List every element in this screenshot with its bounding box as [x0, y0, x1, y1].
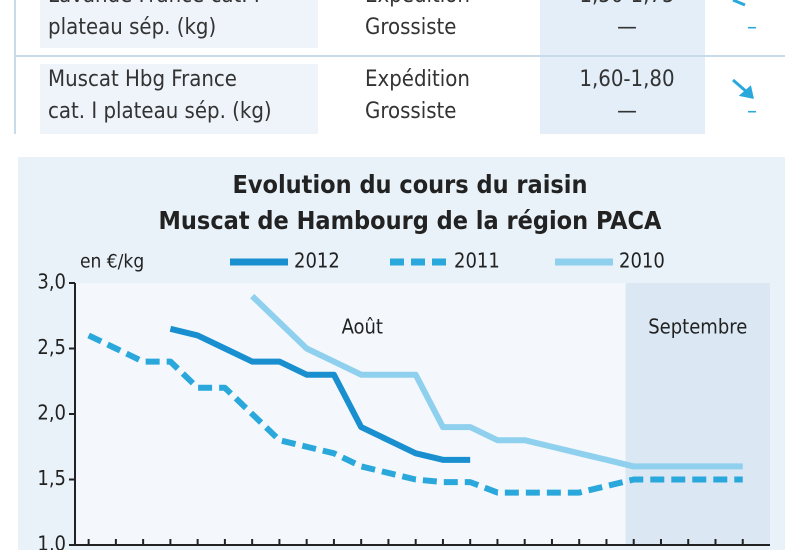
cell-bg	[40, 0, 318, 48]
y-tick-label: 3,0	[37, 270, 66, 294]
table-cell-text: —	[617, 99, 637, 124]
table-cell-text: 1,50-1,75	[579, 0, 674, 8]
table-cell-text: plateau sép. (kg)	[48, 15, 216, 40]
y-tick-label: 2,5	[37, 335, 66, 359]
table-cell-text: Grossiste	[365, 99, 456, 124]
arrow-icon	[732, 0, 754, 99]
chart-title: Evolution du cours du raisin	[232, 170, 587, 199]
cell-bg	[540, 0, 705, 134]
table-cell-text: Grossiste	[365, 15, 456, 40]
month-label: Août	[342, 315, 383, 339]
table-cell-text: —	[617, 15, 637, 40]
table-cell-text: Expédition	[365, 0, 470, 8]
series-line	[87, 332, 743, 496]
table-cell-text: cat. I plateau sép. (kg)	[48, 99, 272, 124]
month-label: Septembre	[648, 315, 747, 339]
legend-label: 2010	[619, 249, 665, 273]
legend-label: 2011	[454, 249, 500, 273]
series-line	[250, 293, 743, 470]
series-line	[169, 325, 471, 463]
trend-text: –	[747, 15, 757, 40]
y-tick-label: 1,0	[37, 532, 66, 551]
table-cell-text: 1,60-1,80	[579, 67, 674, 92]
trend-text: –	[747, 99, 757, 124]
chart-title: Muscat de Hambourg de la région PACA	[159, 206, 663, 235]
y-tick-label: 2,0	[37, 401, 66, 425]
legend-label: 2012	[294, 249, 340, 273]
table-cell-text: Lavande France cat. I	[48, 0, 260, 8]
y-tick-label: 1,5	[37, 466, 66, 490]
highlight-band	[625, 283, 770, 545]
table-cell-text: Expédition	[365, 67, 470, 92]
cell-bg	[40, 64, 318, 134]
table-cell-text: Muscat Hbg France	[48, 67, 237, 92]
y-axis-label: en €/kg	[80, 251, 144, 273]
